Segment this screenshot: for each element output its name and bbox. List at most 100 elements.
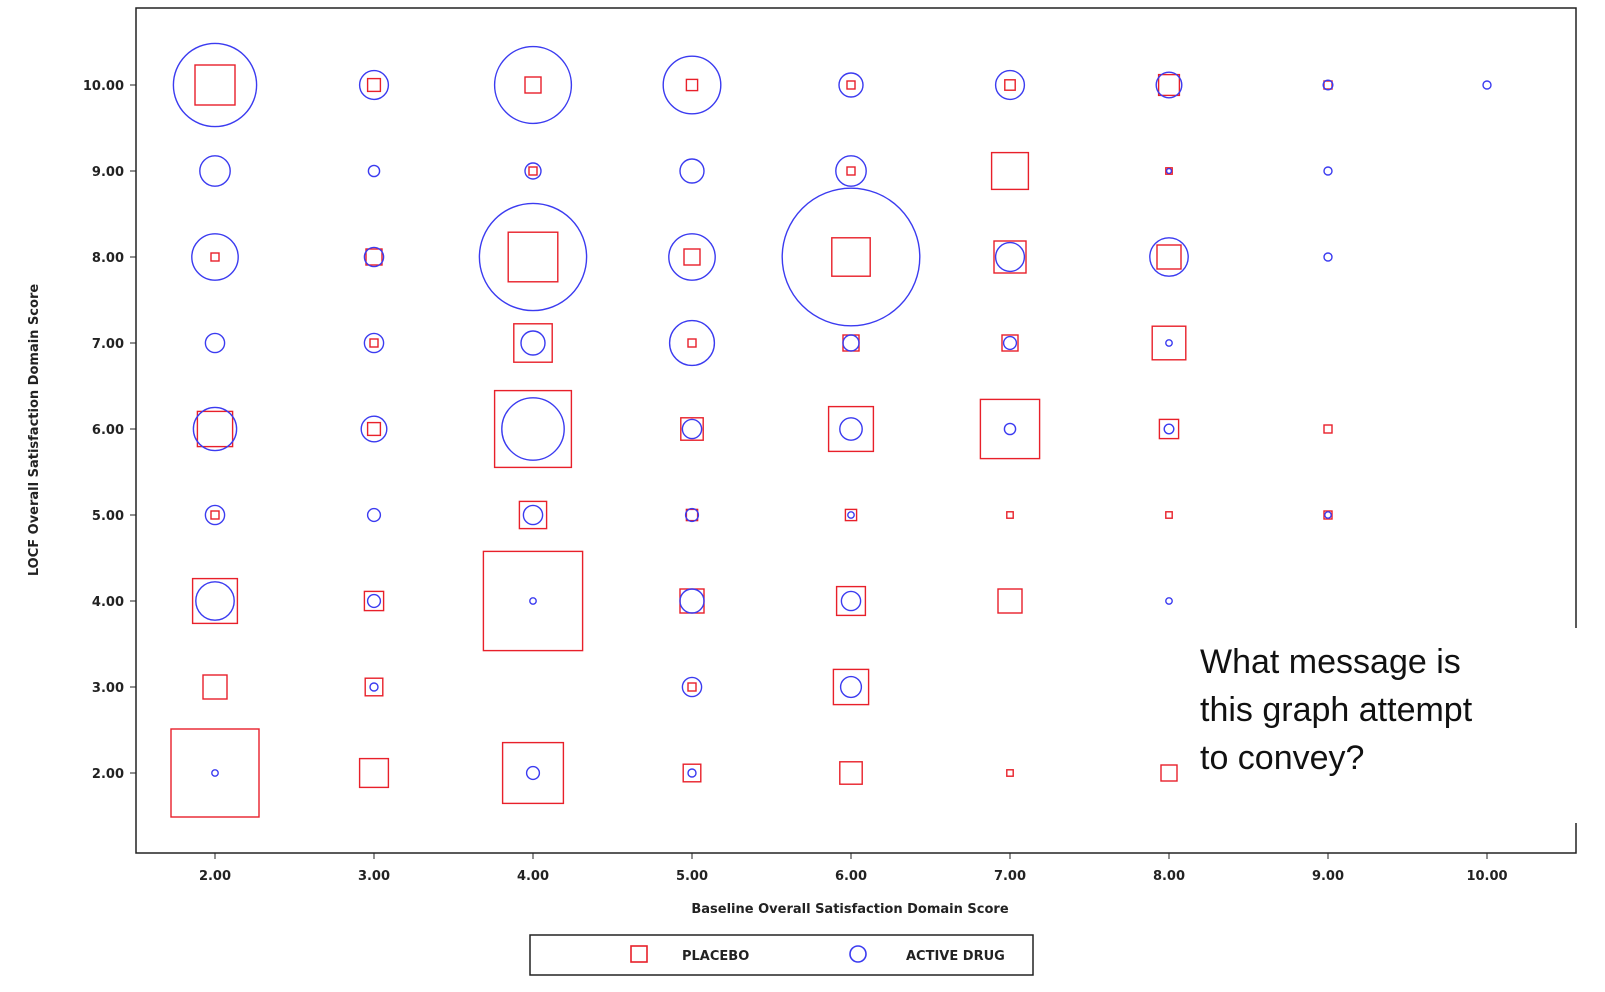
active-drug-circle-marker: [478, 202, 588, 312]
active-drug-circle-marker: [994, 241, 1026, 273]
placebo-square-marker: [1165, 511, 1173, 519]
active-drug-circle-marker: [662, 55, 722, 115]
active-drug-circle-marker: [835, 155, 867, 187]
y-axis: 2.00 3.00 4.00 5.00 6.00 7.00 8.00 9.00 10.00: [83, 79, 136, 782]
active-drug-circle-marker: [684, 507, 700, 523]
active-drug-circle-marker: [679, 158, 705, 184]
placebo-square-marker: [358, 757, 390, 789]
placebo-square-marker: [831, 237, 871, 277]
x-tick-label: 5.00: [676, 869, 708, 884]
placebo-square-marker: [682, 763, 702, 783]
placebo-square-marker: [687, 338, 697, 348]
placebo-square-marker: [827, 405, 875, 453]
placebo-square-marker: [482, 550, 584, 652]
annotation-line-1: What message is: [1200, 643, 1461, 681]
placebo-square-marker: [202, 674, 228, 700]
active-drug-circle-marker: [994, 69, 1026, 101]
placebo-square-marker: [518, 500, 548, 530]
active-drug-circle-marker: [525, 765, 541, 781]
placebo-square-marker: [993, 240, 1027, 274]
question-annotation: What message is this graph attempt to co…: [1190, 628, 1605, 823]
placebo-square-marker: [524, 76, 542, 94]
active-drug-circle-marker: [842, 334, 860, 352]
active-drug-circle-marker: [1324, 511, 1332, 519]
placebo-square-marker: [1158, 418, 1180, 440]
active-drug-circle-marker: [668, 233, 716, 281]
placebo-square-marker: [1006, 769, 1014, 777]
placebo-square-marker: [194, 64, 236, 106]
active-drug-circle-marker: [366, 593, 382, 609]
placebo-square-marker: [683, 248, 701, 266]
active-drug-circle-marker: [204, 504, 226, 526]
placebo-square-marker: [363, 590, 385, 612]
placebo-square-marker: [844, 508, 858, 522]
placebo-square-marker: [1157, 73, 1181, 97]
active-drug-circle-marker: [522, 504, 544, 526]
placebo-square-marker: [1165, 167, 1173, 175]
placebo-square-marker: [364, 677, 384, 697]
active-drug-circle-marker: [847, 511, 855, 519]
placebo-square-marker: [685, 78, 699, 92]
placebo-square-marker: [501, 741, 565, 805]
active-drug-circle-marker: [1323, 252, 1333, 262]
placebo-square-marker: [1156, 244, 1182, 270]
placebo-square-marker: [1006, 511, 1014, 519]
active-drug-circle-marker: [1482, 80, 1492, 90]
placebo-square-marker: [1001, 334, 1019, 352]
active-drug-circle-marker: [1165, 167, 1173, 175]
x-axis-title: Baseline Overall Satisfaction Domain Sco…: [691, 902, 1008, 917]
x-tick-label: 6.00: [835, 869, 867, 884]
active-drug-circle-marker: [529, 597, 537, 605]
active-drug-circle-marker: [668, 319, 716, 367]
placebo-square-marker: [493, 389, 573, 469]
active-drug-circle-marker: [1323, 166, 1333, 176]
active-drug-circle-marker: [493, 45, 573, 125]
y-tick-label: 8.00: [92, 251, 124, 266]
y-tick-label: 10.00: [83, 79, 124, 94]
placebo-square-marker: [366, 421, 382, 437]
active-drug-circle-marker: [681, 418, 703, 440]
active-drug-circle-marker: [204, 332, 226, 354]
x-tick-label: 3.00: [358, 869, 390, 884]
placebo-square-marker: [990, 151, 1030, 191]
placebo-square-marker: [170, 728, 260, 818]
active-drug-circle-marker: [687, 768, 697, 778]
placebo-square-marker: [979, 398, 1041, 460]
active-drug-circle-marker: [192, 406, 238, 452]
annotation-box: [1190, 628, 1605, 823]
plot-area-frame: [135, 7, 1577, 854]
active-drug-circle-marker: [1003, 422, 1017, 436]
active-drug-circle-marker: [369, 682, 379, 692]
x-tick-label: 4.00: [517, 869, 549, 884]
legend: PLACEBO ACTIVE DRUG: [529, 934, 1034, 976]
placebo-square-marker: [191, 577, 239, 625]
placebo-square-marker: [685, 508, 699, 522]
active-drug-circle-marker: [1163, 423, 1175, 435]
active-drug-circle-marker: [681, 676, 703, 698]
placebo-square-marker: [513, 323, 553, 363]
active-drug-circle-marker: [781, 187, 921, 327]
active-drug-circle-marker: [1002, 335, 1018, 351]
x-tick-label: 8.00: [1153, 869, 1185, 884]
active-drug-circle-marker: [367, 164, 381, 178]
active-drug-circle-marker: [1155, 71, 1183, 99]
placebo-square-marker: [1323, 80, 1333, 90]
x-tick-label: 2.00: [199, 869, 231, 884]
active-drug-circle-marker: [199, 155, 231, 187]
legend-active-drug-label: ACTIVE DRUG: [906, 949, 1005, 964]
x-tick-label: 10.00: [1466, 869, 1507, 884]
placebo-square-marker: [846, 80, 856, 90]
placebo-square-marker: [1160, 764, 1178, 782]
active-drug-circle-marker: [839, 675, 863, 699]
placebo-square-marker: [366, 77, 382, 93]
active-drug-circle-marker: [191, 233, 239, 281]
x-tick-label: 7.00: [994, 869, 1026, 884]
y-tick-label: 4.00: [92, 595, 124, 610]
placebo-square-marker: [507, 231, 559, 283]
y-axis-title: LOCF Overall Satisfaction Domain Score: [27, 284, 42, 577]
active-drug-circle-marker: [358, 69, 390, 101]
placebo-square-marker: [1151, 325, 1187, 361]
placebo-square-marker: [365, 248, 383, 266]
placebo-square-marker: [1323, 424, 1333, 434]
